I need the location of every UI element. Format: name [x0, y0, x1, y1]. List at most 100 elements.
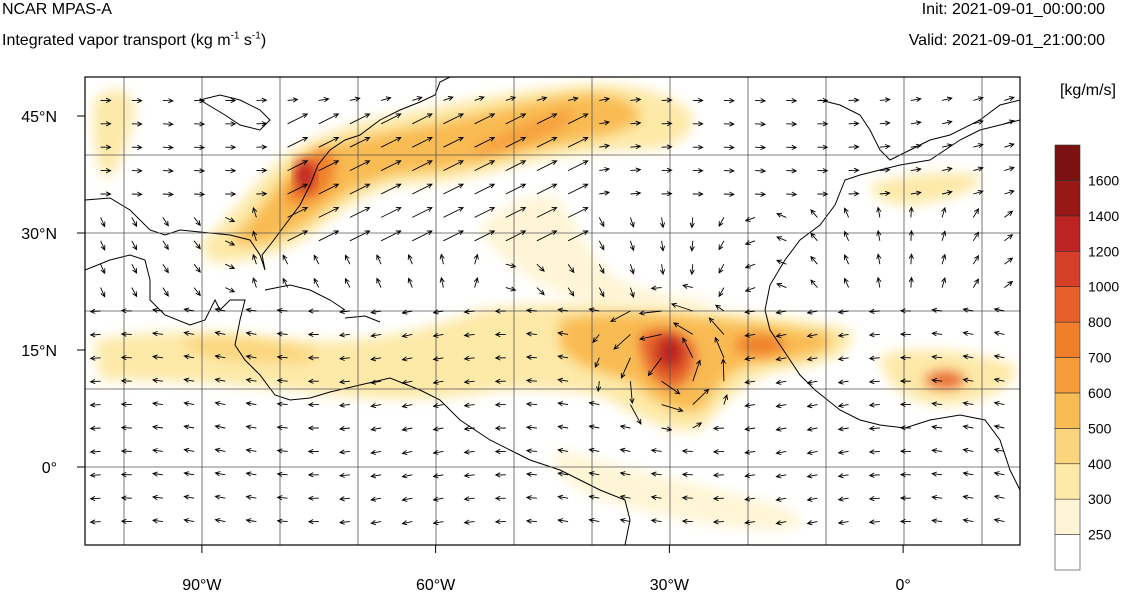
vector-arrow: [931, 424, 943, 430]
vector-arrow: [610, 310, 631, 322]
vector-arrow: [673, 322, 694, 335]
vector-arrow: [401, 332, 413, 339]
map-title: NCAR MPAS-A: [2, 1, 112, 18]
vector-arrow: [525, 471, 537, 477]
vector-arrow: [588, 400, 600, 407]
vector-arrow: [89, 472, 101, 478]
vector-arrow: [692, 121, 704, 127]
vector-arrow: [214, 330, 226, 336]
vector-arrow: [338, 519, 350, 525]
vector-arrow: [318, 207, 340, 218]
valid-time: Valid: 2021-09-01_21:00:00: [908, 32, 1105, 49]
vector-arrow: [120, 354, 132, 361]
vector-arrow: [598, 287, 605, 298]
vector-arrow: [193, 240, 201, 250]
vector-arrow: [723, 144, 735, 151]
vector-arrow: [536, 183, 558, 195]
vector-arrow: [620, 357, 631, 379]
coastlines: [85, 77, 1020, 545]
vector-arrow: [439, 276, 445, 288]
vector-arrow: [338, 379, 350, 385]
vector-arrow: [629, 264, 635, 275]
subtitle-exponent-1: -1: [230, 30, 240, 42]
vector-arrow: [629, 381, 635, 405]
vector-arrow: [661, 191, 673, 197]
vector-arrow: [412, 136, 433, 148]
vector-arrow: [401, 449, 413, 456]
vector-arrow: [661, 167, 673, 173]
vector-arrow: [432, 356, 444, 362]
vector-arrow: [276, 448, 288, 454]
vector-arrow: [712, 425, 724, 431]
colorbar-swatch: [1054, 286, 1081, 323]
vector-arrow: [786, 98, 798, 104]
vector-arrow: [313, 254, 320, 265]
ivt-south-plume-light: [554, 450, 802, 530]
vector-arrow: [370, 449, 382, 455]
colorbar-level-label: 1600: [1088, 172, 1119, 188]
vector-arrow: [744, 216, 756, 222]
ivt-west-africa-strong: [925, 372, 965, 388]
vector-arrow: [349, 183, 371, 195]
vector-arrow: [276, 495, 288, 501]
vector-arrow: [993, 377, 1005, 383]
vector-arrow: [876, 229, 882, 241]
vector-arrow: [962, 354, 974, 360]
vector-arrow: [401, 403, 413, 409]
vector-arrow: [993, 517, 1005, 524]
vector-arrow: [214, 447, 226, 453]
vector-arrow: [407, 253, 413, 265]
vector-arrow: [993, 400, 1005, 407]
vector-arrow: [225, 168, 237, 174]
vector-arrow: [993, 494, 1005, 500]
vector-arrow: [638, 310, 662, 316]
vector-arrow: [879, 97, 891, 103]
vector-arrow: [588, 424, 600, 430]
vector-arrow: [720, 358, 726, 382]
vector-arrow: [318, 96, 330, 103]
vector-arrow: [899, 518, 911, 525]
vector-arrow: [744, 356, 756, 362]
vector-arrow: [993, 424, 1005, 430]
vector-arrow: [868, 379, 880, 385]
vector-arrow: [786, 191, 798, 197]
vector-arrow: [494, 378, 506, 384]
vector-arrow: [744, 496, 756, 502]
colorbar-level-label: 1000: [1088, 279, 1119, 295]
vector-arrow: [120, 425, 132, 431]
vector-arrow: [307, 448, 319, 455]
vector-arrow: [619, 517, 631, 524]
vector-arrow: [557, 354, 569, 360]
vector-arrow: [505, 230, 527, 242]
vector-arrow: [650, 285, 662, 291]
vector-arrow: [941, 119, 953, 126]
vector-arrow: [723, 168, 735, 174]
vector-arrow: [380, 96, 392, 102]
vector-arrow: [899, 378, 911, 384]
vector-arrow: [89, 332, 101, 338]
vector-arrow: [899, 331, 911, 337]
vector-arrow: [775, 449, 787, 456]
vector-arrow: [505, 183, 527, 195]
vector-arrow: [463, 402, 475, 408]
vector-arrow: [639, 333, 662, 341]
vector-arrow: [744, 332, 756, 338]
vector-arrow: [432, 449, 444, 455]
vector-arrow: [786, 144, 798, 151]
vector-arrow: [599, 167, 611, 173]
great-lakes: [198, 94, 271, 131]
vector-arrow: [194, 121, 206, 127]
vector-arrow: [681, 448, 693, 454]
vector-arrow: [712, 449, 724, 455]
vector-arrow: [536, 287, 545, 296]
vector-arrow: [463, 379, 475, 385]
vector-arrow: [1004, 257, 1014, 265]
vector-arrow: [307, 425, 319, 431]
vector-arrow: [775, 379, 787, 385]
vector-arrow: [681, 495, 693, 501]
vector-arrow: [619, 494, 631, 500]
vector-arrow: [659, 240, 666, 252]
vector-arrow: [131, 263, 138, 274]
vector-arrow: [588, 447, 600, 453]
vector-arrow: [349, 96, 361, 102]
